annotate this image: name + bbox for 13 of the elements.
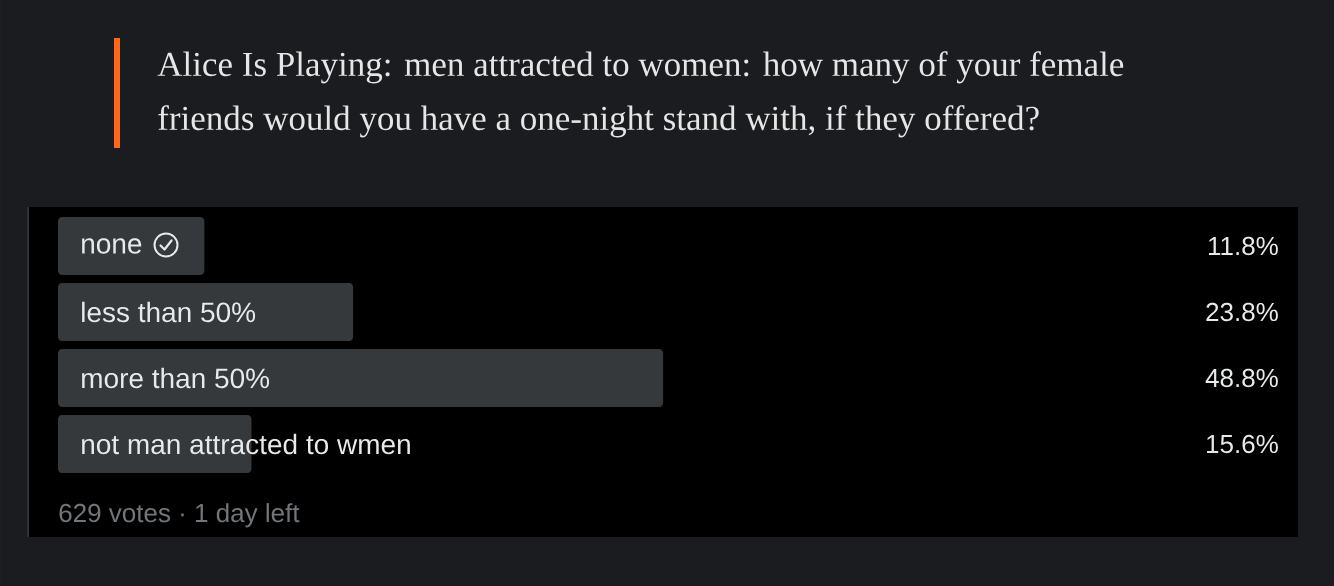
annotation: 629 votes · 1 day left: [59, 503, 300, 528]
chart-title: Alice Is Playing: men attracted to women: how many of your female friends would you have a one-night stand with, if they offered?: [157, 51, 1124, 138]
bar: [58, 282, 354, 341]
y-tick-label: more than 50%: [82, 367, 270, 389]
y-tick-label: not man attracted to wmen: [82, 433, 410, 455]
data-label: 23.8%: [1206, 302, 1278, 322]
bar: [58, 217, 205, 275]
data-label: 11.8%: [1208, 236, 1278, 256]
y-tick-label: none: [82, 238, 142, 254]
y-tick-label: less than 50%: [82, 301, 256, 323]
data-label: 15.6%: [1207, 434, 1278, 454]
bar: [58, 348, 664, 407]
data-label: 48.8%: [1205, 368, 1278, 388]
